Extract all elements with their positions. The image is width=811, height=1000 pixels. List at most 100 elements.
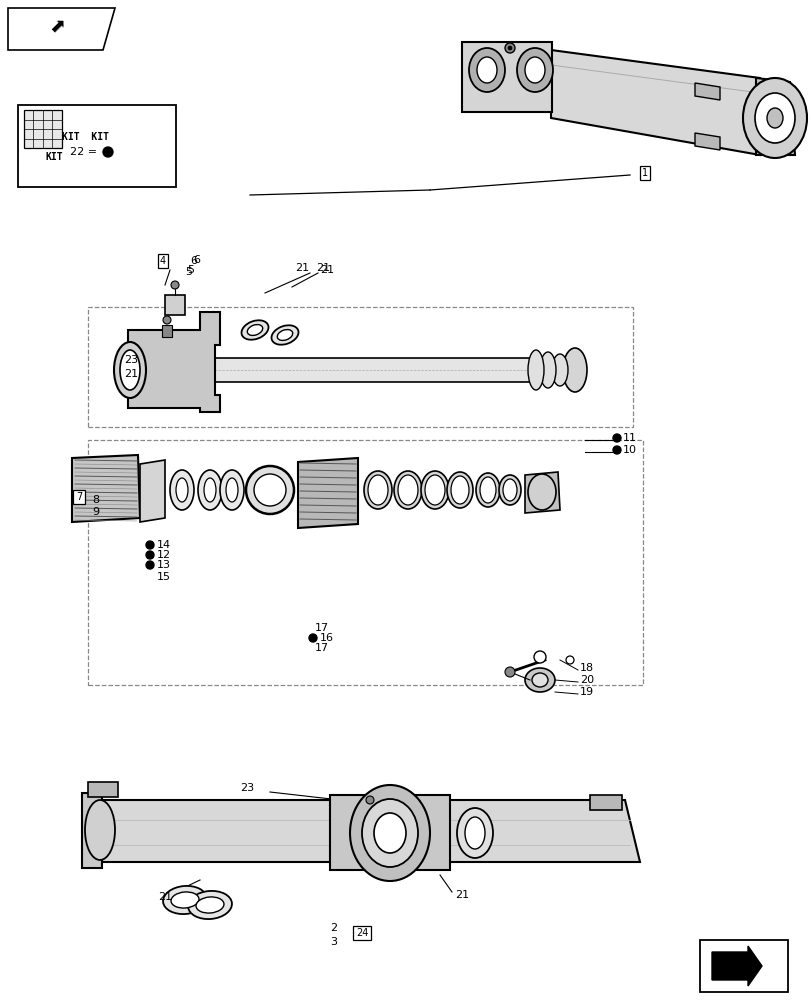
Text: 14: 14: [157, 540, 171, 550]
Text: 21: 21: [320, 265, 333, 275]
Circle shape: [171, 281, 178, 289]
Ellipse shape: [204, 478, 216, 502]
Ellipse shape: [527, 350, 543, 390]
Polygon shape: [298, 458, 358, 528]
Ellipse shape: [277, 330, 292, 340]
Circle shape: [504, 667, 514, 677]
Text: 15: 15: [157, 572, 171, 582]
Ellipse shape: [479, 477, 496, 503]
Ellipse shape: [120, 350, 139, 390]
Circle shape: [163, 316, 171, 324]
Text: 10: 10: [622, 445, 636, 455]
Ellipse shape: [531, 673, 547, 687]
Ellipse shape: [446, 472, 473, 508]
Circle shape: [146, 541, 154, 549]
Ellipse shape: [476, 57, 496, 83]
Text: 22 =: 22 =: [70, 147, 101, 157]
Text: 20: 20: [579, 675, 594, 685]
Ellipse shape: [198, 470, 221, 510]
Ellipse shape: [362, 799, 418, 867]
Text: 1: 1: [642, 168, 647, 178]
Ellipse shape: [469, 48, 504, 92]
Ellipse shape: [465, 817, 484, 849]
Polygon shape: [8, 8, 115, 50]
Ellipse shape: [499, 475, 521, 505]
Bar: [165, 295, 185, 315]
Circle shape: [534, 651, 545, 663]
Polygon shape: [329, 795, 449, 870]
Bar: [461, 42, 551, 112]
Text: 21: 21: [124, 369, 138, 379]
Circle shape: [103, 147, 113, 157]
Text: KIT: KIT: [45, 152, 62, 162]
Ellipse shape: [363, 471, 392, 509]
Bar: [24, 110, 62, 148]
Ellipse shape: [350, 785, 430, 881]
Ellipse shape: [517, 48, 552, 92]
Circle shape: [504, 43, 514, 53]
Text: ⬆: ⬆: [42, 16, 67, 42]
Ellipse shape: [457, 808, 492, 858]
Text: 7: 7: [75, 492, 82, 502]
Polygon shape: [694, 133, 719, 150]
Ellipse shape: [527, 474, 556, 510]
Ellipse shape: [367, 475, 388, 505]
Ellipse shape: [562, 348, 586, 392]
Ellipse shape: [525, 668, 554, 692]
Circle shape: [612, 434, 620, 442]
Ellipse shape: [450, 476, 469, 504]
Text: 17: 17: [315, 643, 328, 653]
Ellipse shape: [163, 886, 207, 914]
Text: 19: 19: [579, 687, 594, 697]
Ellipse shape: [246, 466, 294, 514]
Circle shape: [508, 46, 512, 50]
Text: 21: 21: [454, 890, 469, 900]
Ellipse shape: [85, 800, 115, 860]
Ellipse shape: [420, 471, 448, 509]
Ellipse shape: [754, 93, 794, 143]
Bar: [82, 793, 102, 868]
Text: 24: 24: [355, 928, 367, 938]
Bar: [88, 307, 633, 427]
Ellipse shape: [551, 354, 568, 386]
Bar: [88, 440, 642, 685]
Bar: [152, 358, 581, 382]
Circle shape: [146, 561, 154, 569]
Bar: [162, 325, 172, 337]
Polygon shape: [128, 312, 220, 412]
Text: 17: 17: [315, 623, 328, 633]
Ellipse shape: [188, 891, 232, 919]
Ellipse shape: [241, 320, 268, 340]
Text: 8: 8: [92, 495, 99, 505]
Ellipse shape: [525, 57, 544, 83]
Circle shape: [366, 796, 374, 804]
Polygon shape: [100, 800, 639, 862]
Circle shape: [146, 551, 154, 559]
Text: 3: 3: [329, 937, 337, 947]
Ellipse shape: [171, 892, 199, 908]
Text: 5: 5: [185, 267, 191, 277]
Ellipse shape: [374, 813, 406, 853]
Text: KIT  KIT: KIT KIT: [62, 132, 109, 142]
Bar: [88, 782, 118, 797]
Text: 23: 23: [240, 783, 254, 793]
Text: 6: 6: [193, 255, 200, 265]
Text: 9: 9: [92, 507, 99, 517]
Circle shape: [309, 634, 316, 642]
Circle shape: [565, 656, 573, 664]
Ellipse shape: [176, 478, 188, 502]
Circle shape: [612, 446, 620, 454]
Text: 13: 13: [157, 560, 171, 570]
Ellipse shape: [766, 108, 782, 128]
Ellipse shape: [397, 475, 418, 505]
Polygon shape: [525, 472, 560, 513]
Bar: [18, 105, 176, 187]
Text: 16: 16: [320, 633, 333, 643]
Text: 23: 23: [124, 355, 138, 365]
Text: 21: 21: [294, 263, 309, 273]
Ellipse shape: [254, 474, 285, 506]
Text: 12: 12: [157, 550, 171, 560]
Ellipse shape: [424, 475, 444, 505]
Ellipse shape: [220, 470, 243, 510]
Ellipse shape: [114, 342, 146, 398]
